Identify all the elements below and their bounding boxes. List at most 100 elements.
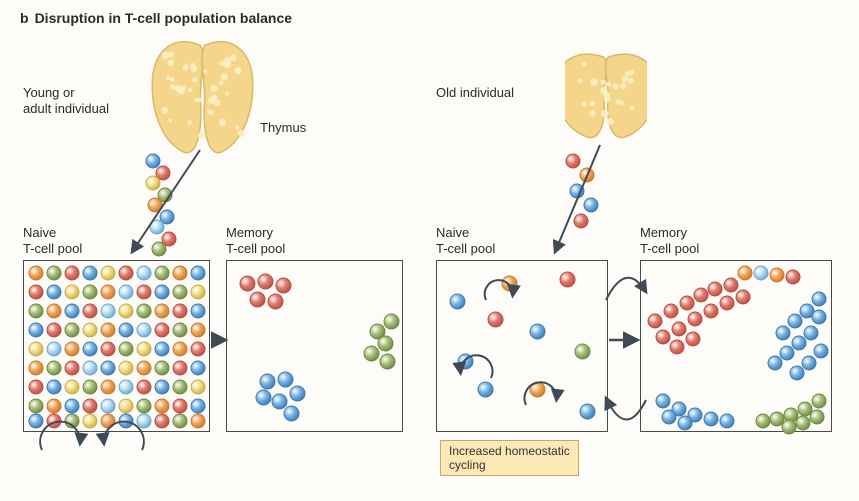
t-cell: [100, 303, 116, 319]
t-cell: [64, 322, 80, 338]
t-cell: [255, 389, 272, 406]
t-cell: [785, 269, 801, 285]
t-cell: [154, 379, 170, 395]
homeostatic-caption: Increased homeostatic cycling: [440, 440, 579, 476]
t-cell: [283, 405, 300, 422]
t-cell: [781, 419, 797, 435]
t-cell: [118, 379, 134, 395]
t-cell: [28, 322, 44, 338]
t-cell: [46, 303, 62, 319]
t-cell: [64, 341, 80, 357]
t-cell: [249, 291, 266, 308]
old-label: Old individual: [436, 85, 514, 101]
t-cell: [579, 403, 596, 420]
young-label: Young or adult individual: [23, 85, 109, 118]
t-cell: [769, 267, 785, 283]
t-cell: [669, 339, 685, 355]
t-cell: [82, 265, 98, 281]
t-cell: [529, 381, 546, 398]
t-cell: [64, 413, 80, 429]
t-cell: [661, 409, 677, 425]
memory-label-young: Memory T-cell pool: [226, 225, 285, 258]
t-cell: [64, 265, 80, 281]
t-cell: [136, 322, 152, 338]
t-cell: [46, 284, 62, 300]
t-cell: [501, 275, 518, 292]
t-cell: [719, 295, 735, 311]
t-cell: [46, 379, 62, 395]
t-cell: [154, 341, 170, 357]
t-cell: [172, 413, 188, 429]
t-cell: [239, 275, 256, 292]
t-cell: [559, 271, 576, 288]
t-cell: [100, 265, 116, 281]
t-cell: [172, 265, 188, 281]
t-cell: [383, 313, 400, 330]
t-cell: [789, 365, 805, 381]
t-cell: [64, 360, 80, 376]
t-cell: [647, 313, 663, 329]
t-cell: [655, 393, 671, 409]
thymus-label: Thymus: [260, 120, 306, 136]
t-cell: [46, 322, 62, 338]
t-cell: [172, 322, 188, 338]
t-cell: [28, 413, 44, 429]
t-cell: [735, 289, 751, 305]
t-cell: [154, 413, 170, 429]
t-cell: [136, 284, 152, 300]
t-cell: [28, 265, 44, 281]
t-cell: [687, 311, 703, 327]
t-cell: [118, 265, 134, 281]
t-cell: [457, 353, 474, 370]
t-cell: [28, 398, 44, 414]
t-cell: [257, 273, 274, 290]
t-cell: [64, 284, 80, 300]
t-cell: [100, 360, 116, 376]
t-cell: [118, 284, 134, 300]
t-cell: [100, 341, 116, 357]
t-cell: [136, 265, 152, 281]
t-cell: [100, 284, 116, 300]
t-cell: [118, 303, 134, 319]
t-cell: [136, 360, 152, 376]
t-cell: [118, 322, 134, 338]
t-cell: [118, 341, 134, 357]
t-cell: [703, 303, 719, 319]
t-cell: [82, 413, 98, 429]
t-cell: [275, 277, 292, 294]
t-cell: [172, 341, 188, 357]
t-cell: [363, 345, 380, 362]
t-cell: [190, 379, 206, 395]
t-cell: [100, 322, 116, 338]
t-cell: [46, 265, 62, 281]
t-cell: [190, 398, 206, 414]
t-cell: [579, 167, 595, 183]
t-cell: [379, 353, 396, 370]
t-cell: [154, 360, 170, 376]
memory-label-old: Memory T-cell pool: [640, 225, 699, 258]
t-cell: [753, 265, 769, 281]
t-cell: [809, 409, 825, 425]
t-cell: [190, 284, 206, 300]
t-cell: [289, 385, 306, 402]
t-cell: [190, 265, 206, 281]
t-cell: [118, 360, 134, 376]
t-cell: [172, 303, 188, 319]
naive-label-young: Naive T-cell pool: [23, 225, 82, 258]
old-thymus-icon: [565, 50, 647, 140]
t-cell: [46, 360, 62, 376]
t-cell: [795, 415, 811, 431]
t-cell: [767, 355, 783, 371]
t-cell: [663, 303, 679, 319]
t-cell: [172, 379, 188, 395]
t-cell: [529, 323, 546, 340]
t-cell: [118, 398, 134, 414]
t-cell: [487, 311, 504, 328]
figure-title: bDisruption in T-cell population balance: [20, 10, 292, 28]
t-cell: [136, 341, 152, 357]
t-cell: [64, 303, 80, 319]
t-cell: [82, 398, 98, 414]
t-cell: [136, 413, 152, 429]
t-cell: [154, 303, 170, 319]
t-cell: [100, 413, 116, 429]
